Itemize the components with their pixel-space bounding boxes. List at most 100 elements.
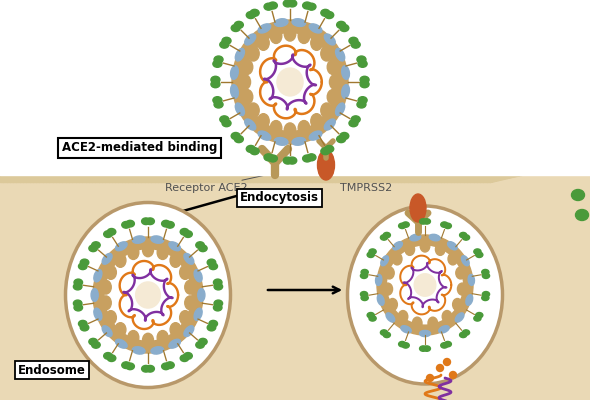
Ellipse shape [444,223,451,228]
Text: Envelope protein (E): Envelope protein (E) [30,100,242,113]
Ellipse shape [441,222,448,227]
Ellipse shape [324,146,334,152]
Ellipse shape [166,362,174,368]
Ellipse shape [456,267,466,279]
Ellipse shape [419,219,427,224]
Ellipse shape [73,300,82,307]
Ellipse shape [423,219,431,224]
Ellipse shape [349,120,358,127]
Ellipse shape [482,295,489,300]
Ellipse shape [220,41,229,48]
Ellipse shape [214,101,223,108]
Ellipse shape [106,266,116,279]
Ellipse shape [248,103,259,118]
Ellipse shape [361,295,368,300]
Ellipse shape [324,119,335,130]
Ellipse shape [376,274,382,286]
Ellipse shape [214,304,222,311]
Ellipse shape [122,362,130,368]
Text: Endocytosis: Endocytosis [240,192,319,204]
Ellipse shape [307,3,316,10]
Ellipse shape [386,313,395,322]
Ellipse shape [245,34,255,45]
Ellipse shape [106,311,116,324]
Ellipse shape [239,74,251,90]
Ellipse shape [348,206,503,384]
Ellipse shape [419,346,427,351]
Ellipse shape [402,343,409,348]
Ellipse shape [461,256,469,266]
Ellipse shape [166,222,174,228]
Ellipse shape [270,120,282,136]
Ellipse shape [136,282,160,308]
Ellipse shape [321,148,330,155]
Ellipse shape [575,210,588,220]
Ellipse shape [399,342,406,347]
Ellipse shape [94,308,102,320]
Ellipse shape [444,342,451,347]
Ellipse shape [401,326,411,333]
Ellipse shape [284,123,296,138]
Ellipse shape [250,9,259,16]
Ellipse shape [169,242,181,251]
Ellipse shape [321,9,330,16]
Ellipse shape [180,228,189,235]
Ellipse shape [457,283,467,295]
Ellipse shape [74,304,83,311]
Ellipse shape [143,243,153,257]
Ellipse shape [198,289,205,301]
Ellipse shape [360,273,368,278]
Ellipse shape [381,256,389,266]
Ellipse shape [358,60,367,67]
Ellipse shape [214,283,222,290]
Ellipse shape [442,310,452,322]
Ellipse shape [448,242,457,250]
Ellipse shape [410,194,426,222]
Ellipse shape [213,60,222,67]
Ellipse shape [116,242,127,251]
Ellipse shape [213,97,222,104]
Ellipse shape [169,339,181,348]
Ellipse shape [288,0,297,7]
Ellipse shape [241,90,253,104]
Ellipse shape [222,37,231,44]
Ellipse shape [102,326,112,336]
Ellipse shape [274,138,288,145]
Ellipse shape [94,270,102,282]
Ellipse shape [104,352,112,359]
Ellipse shape [78,320,87,327]
Ellipse shape [231,66,238,79]
Ellipse shape [277,68,303,96]
Ellipse shape [423,346,431,351]
Ellipse shape [303,155,312,162]
Ellipse shape [196,242,204,248]
Ellipse shape [402,222,409,227]
Ellipse shape [303,2,312,9]
Ellipse shape [231,85,238,98]
Ellipse shape [309,131,322,140]
Ellipse shape [307,154,316,161]
Ellipse shape [381,235,388,240]
Ellipse shape [126,363,135,370]
Ellipse shape [211,81,220,88]
Ellipse shape [460,332,467,338]
Text: Membrane glycoprotein (M): Membrane glycoprotein (M) [330,85,525,95]
Text: ACE2-mediated binding: ACE2-mediated binding [62,142,217,154]
Ellipse shape [222,120,231,127]
Ellipse shape [360,76,369,83]
Ellipse shape [430,234,440,241]
Ellipse shape [142,366,150,372]
Ellipse shape [274,19,288,26]
Ellipse shape [102,254,112,264]
Ellipse shape [231,132,240,140]
Ellipse shape [455,313,464,322]
Ellipse shape [268,2,277,9]
Ellipse shape [435,243,445,255]
Ellipse shape [128,246,139,260]
Ellipse shape [142,218,150,224]
Ellipse shape [199,245,207,252]
Ellipse shape [220,116,229,123]
Ellipse shape [248,46,259,61]
Ellipse shape [80,324,89,331]
Ellipse shape [91,242,100,248]
